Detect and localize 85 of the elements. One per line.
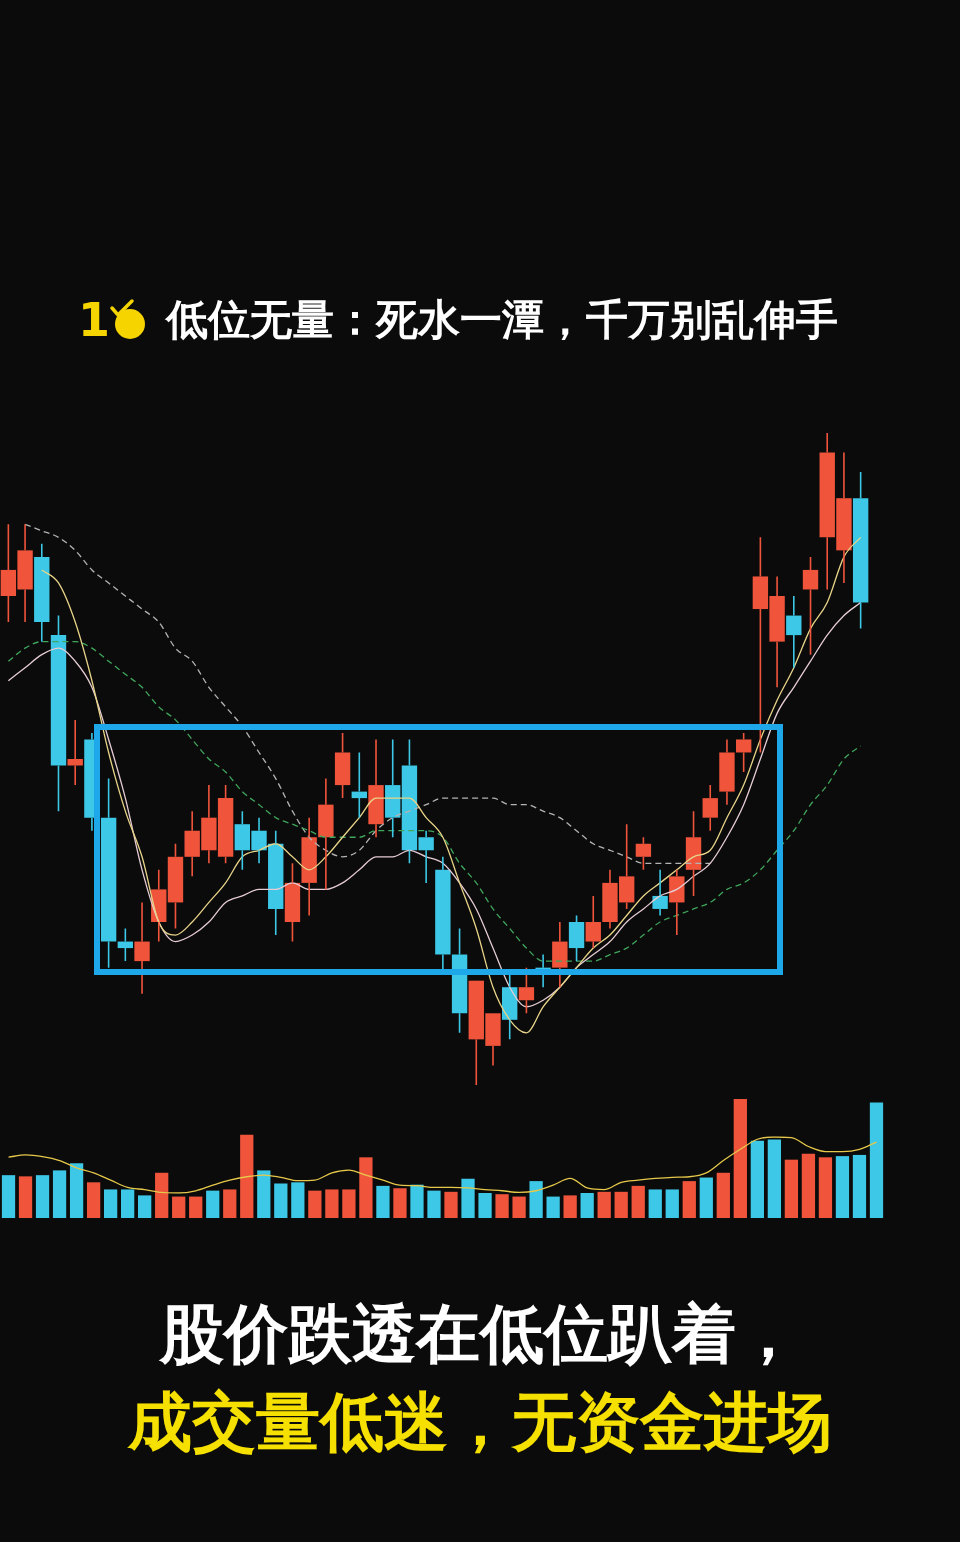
candlestick — [167, 842, 184, 930]
bar — [580, 1193, 594, 1218]
candlestick — [134, 901, 150, 995]
candlestick — [518, 966, 535, 1015]
bar — [1, 1175, 16, 1218]
chart-title: 低位无量：死水一潭，千万别乱伸手 — [166, 294, 839, 346]
bar — [546, 1196, 560, 1218]
bar — [189, 1196, 203, 1218]
bar — [69, 1163, 84, 1218]
bar — [512, 1196, 526, 1218]
bar — [631, 1185, 645, 1218]
bar — [818, 1157, 833, 1218]
candlestick — [719, 738, 735, 806]
candlestick — [568, 914, 585, 962]
bar — [35, 1175, 50, 1218]
bar — [682, 1181, 696, 1218]
bar — [444, 1191, 458, 1218]
bar — [240, 1134, 254, 1218]
candlestick — [100, 777, 117, 969]
candlestick — [786, 595, 802, 669]
bar — [103, 1189, 118, 1218]
bar — [784, 1159, 799, 1218]
candlestick — [702, 784, 718, 832]
bar — [852, 1154, 867, 1218]
candlestick — [284, 862, 301, 943]
bar — [155, 1172, 169, 1218]
bar — [18, 1176, 33, 1218]
bar — [393, 1188, 407, 1218]
candlestick — [334, 732, 351, 799]
bar — [648, 1189, 662, 1218]
bar — [325, 1189, 339, 1218]
bar — [223, 1189, 237, 1218]
candlestick — [301, 816, 317, 917]
candlestick — [735, 732, 752, 773]
candlestick — [50, 614, 67, 812]
candlestick — [318, 777, 334, 891]
bar — [376, 1185, 390, 1218]
bar — [342, 1189, 356, 1218]
bar — [495, 1194, 509, 1218]
bar — [308, 1190, 322, 1218]
bar — [359, 1157, 373, 1218]
candlestick — [852, 471, 869, 630]
bar — [716, 1172, 730, 1218]
text: 1 — [78, 293, 111, 347]
text: 股价跌透在低位趴着， — [158, 1296, 801, 1373]
bar — [52, 1170, 67, 1218]
bar — [291, 1182, 305, 1218]
candlestick — [635, 836, 652, 871]
bar — [274, 1183, 288, 1218]
bar — [750, 1140, 764, 1218]
bar — [529, 1181, 543, 1218]
bar — [801, 1153, 816, 1218]
bar — [461, 1178, 475, 1218]
candlestick — [652, 869, 668, 917]
candlestick — [685, 810, 702, 897]
candlestick — [552, 921, 568, 988]
bar — [835, 1156, 850, 1218]
bar — [206, 1190, 220, 1218]
bar — [121, 1189, 135, 1218]
candlestick — [67, 719, 83, 786]
text: 成交量低迷，无资金进场 — [126, 1384, 833, 1461]
bar — [733, 1099, 747, 1218]
candlestick — [669, 869, 685, 936]
candlestick — [368, 738, 384, 839]
bar — [427, 1190, 441, 1218]
bar — [614, 1191, 628, 1218]
bar — [597, 1191, 611, 1218]
candlestick — [351, 751, 367, 819]
bar — [257, 1170, 271, 1218]
bar — [665, 1189, 679, 1218]
candlestick — [502, 973, 518, 1041]
bar — [767, 1139, 782, 1218]
candlestick — [34, 543, 50, 643]
candlestick — [802, 556, 819, 656]
bar — [563, 1195, 577, 1218]
bar — [172, 1196, 186, 1218]
bar — [410, 1184, 424, 1218]
bar — [86, 1182, 101, 1218]
bar — [478, 1193, 492, 1218]
candlestick — [385, 738, 401, 839]
candlestick — [585, 895, 601, 949]
bar — [869, 1102, 884, 1218]
candlestick — [117, 927, 134, 962]
bar — [699, 1177, 713, 1218]
bar — [138, 1195, 152, 1218]
